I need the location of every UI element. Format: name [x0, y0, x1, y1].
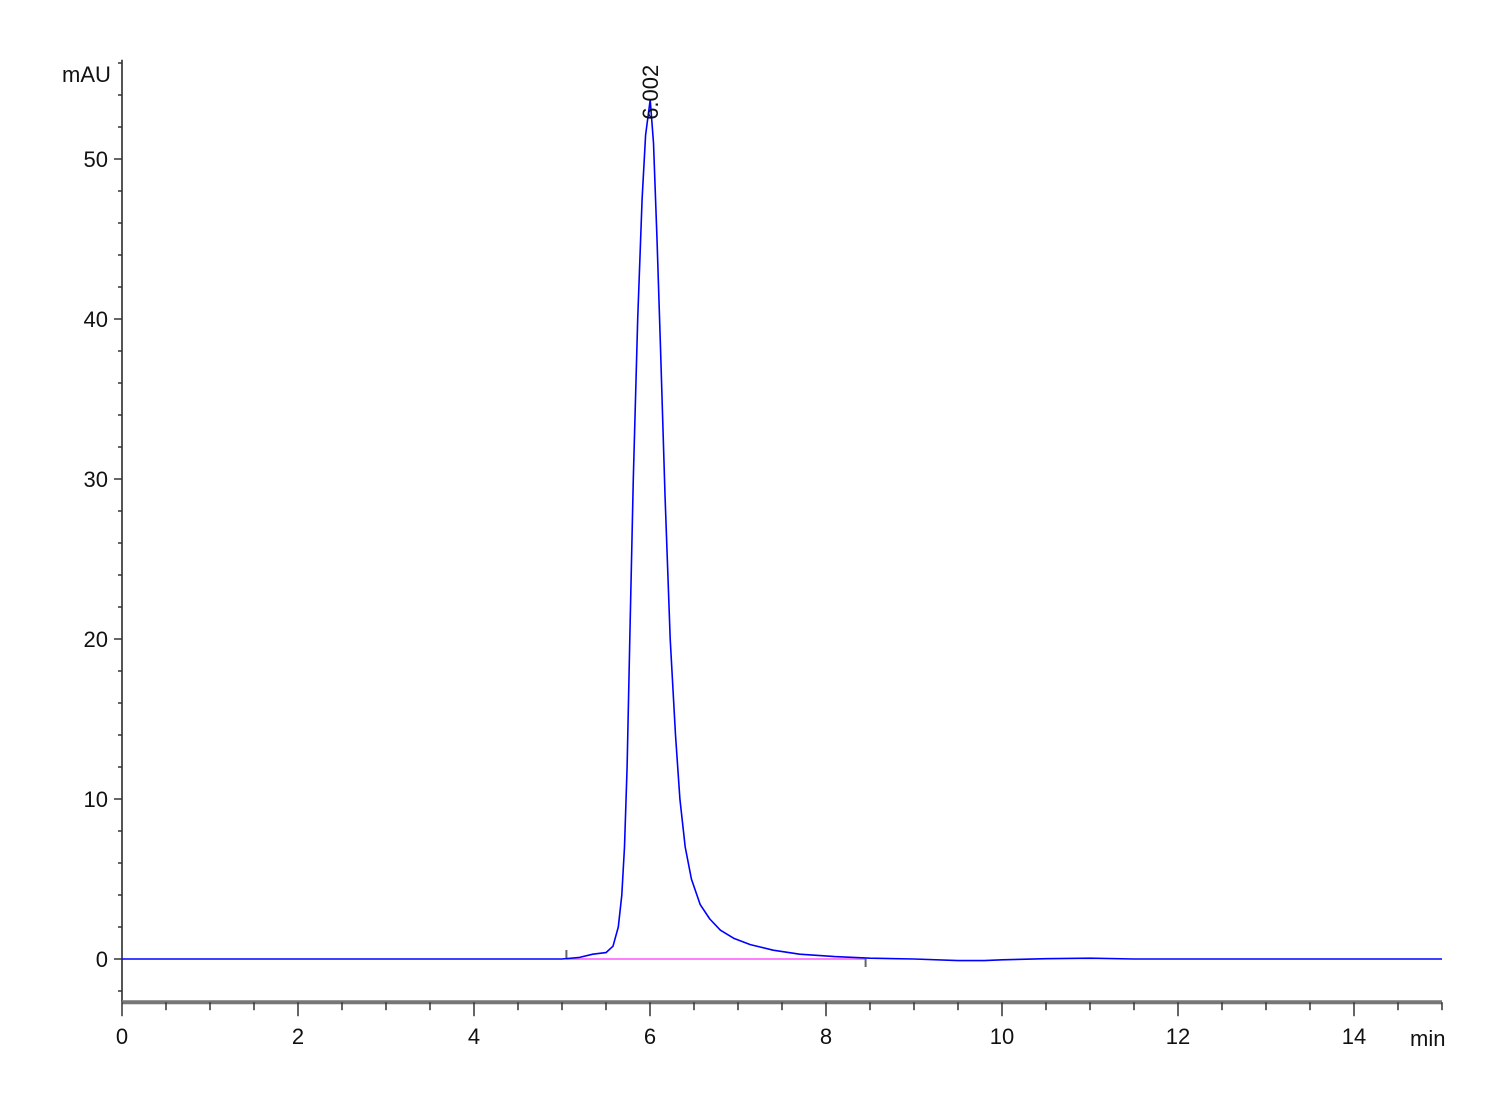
y-tick-label: 30 [84, 467, 108, 492]
x-tick-label: 10 [990, 1024, 1014, 1049]
x-tick-label: 8 [820, 1024, 832, 1049]
peak-retention-time-label: 6.002 [638, 65, 663, 120]
chromatogram-trace [122, 99, 1442, 962]
x-tick-label: 12 [1166, 1024, 1190, 1049]
y-tick-label: 0 [96, 947, 108, 972]
y-tick-label: 10 [84, 787, 108, 812]
x-tick-label: 0 [116, 1024, 128, 1049]
y-axis-label: mAU [62, 62, 111, 87]
x-axis-label: min [1410, 1026, 1445, 1051]
x-tick-label: 2 [292, 1024, 304, 1049]
x-tick-label: 14 [1342, 1024, 1366, 1049]
y-tick-label: 50 [84, 147, 108, 172]
x-tick-label: 6 [644, 1024, 656, 1049]
y-tick-label: 40 [84, 307, 108, 332]
y-tick-label: 20 [84, 627, 108, 652]
x-tick-label: 4 [468, 1024, 480, 1049]
